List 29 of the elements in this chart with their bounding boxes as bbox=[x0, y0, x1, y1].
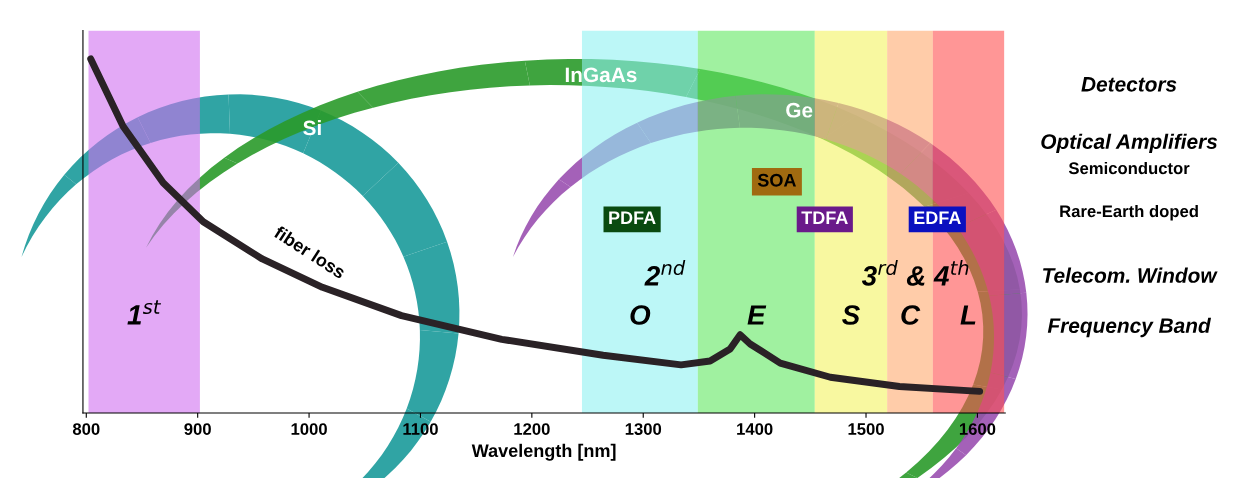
band-label: L bbox=[960, 305, 976, 325]
annotation: EDFA bbox=[914, 211, 961, 224]
text: Semiconductor bbox=[1068, 161, 1190, 175]
band-label: 1$^{st}$ bbox=[127, 300, 162, 325]
band-label: O bbox=[630, 305, 651, 325]
text: Telecom. Window bbox=[1043, 267, 1218, 283]
x-tick-label: 1000 bbox=[291, 423, 327, 435]
annotation: 3$^{rd}$ & 4$^{th}$ bbox=[861, 260, 969, 286]
annotation: TDFA bbox=[801, 211, 848, 224]
text: Optical Amplifiers bbox=[1041, 133, 1218, 154]
annotation: Ge bbox=[786, 102, 813, 118]
text: Frequency Band bbox=[1047, 317, 1212, 338]
x-tick-label: 1300 bbox=[625, 423, 662, 435]
annotation: Si bbox=[303, 120, 321, 136]
band-label: E bbox=[747, 305, 767, 325]
annotation: PDFA bbox=[609, 211, 656, 224]
annotation: 2$^{nd}$ bbox=[644, 260, 686, 286]
text: Detectors bbox=[1081, 77, 1177, 92]
annotation: SOA bbox=[757, 173, 796, 187]
x-tick-label: 900 bbox=[184, 423, 211, 435]
x-tick-label: 1200 bbox=[514, 423, 550, 435]
band-label: S bbox=[842, 305, 860, 325]
annotation: fiber loss bbox=[273, 224, 347, 280]
text: Rare-Earth doped bbox=[1060, 204, 1198, 221]
x-tick-label: 1400 bbox=[737, 423, 773, 435]
x-axis-title: Wavelength [nm] bbox=[471, 443, 616, 461]
x-tick-label: 800 bbox=[72, 423, 100, 435]
x-tick-label: 1500 bbox=[848, 423, 884, 435]
band-label: C bbox=[901, 305, 921, 325]
